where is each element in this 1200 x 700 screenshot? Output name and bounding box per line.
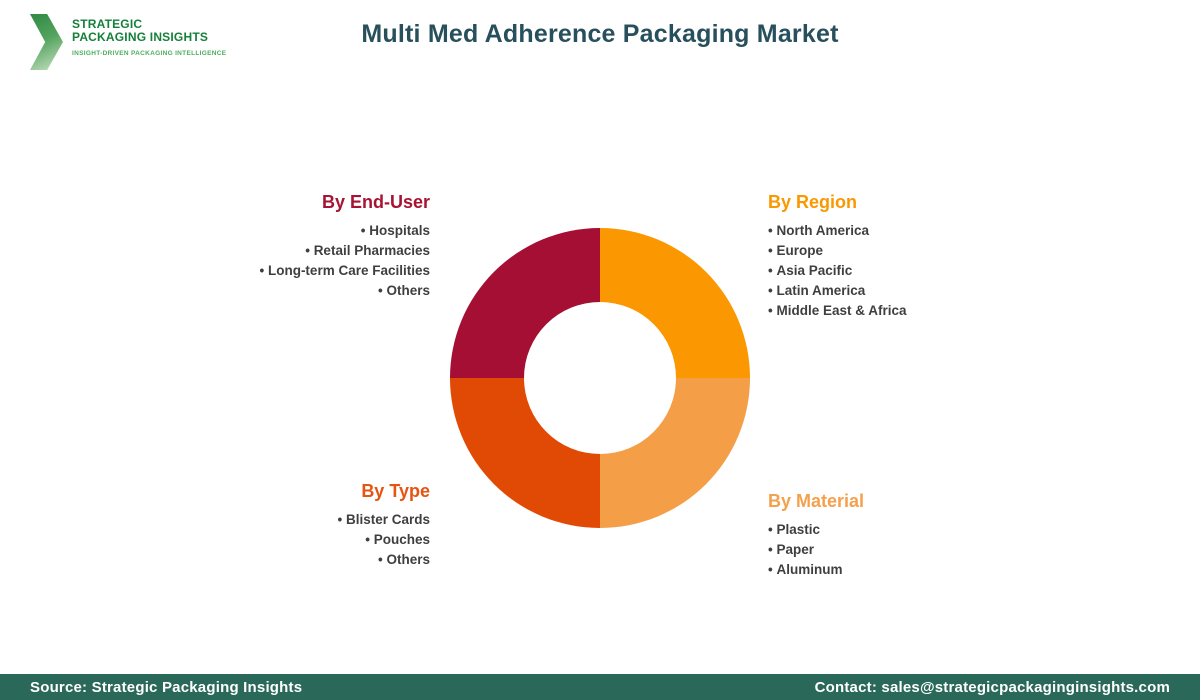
list-item: Asia Pacific [768, 261, 1068, 281]
list-item: Paper [768, 540, 1068, 560]
footer-bar: Source: Strategic Packaging Insights Con… [0, 674, 1200, 700]
segment-type-title: By Type [361, 481, 430, 501]
page-title: Multi Med Adherence Packaging Market [361, 20, 839, 48]
segment-material: By Material PlasticPaperAluminum [768, 491, 1068, 580]
list-item: Retail Pharmacies [130, 241, 430, 261]
list-item: Aluminum [768, 560, 1068, 580]
footer-contact: Contact: sales@strategicpackaginginsight… [814, 678, 1170, 696]
segment-end-user: By End-User HospitalsRetail PharmaciesLo… [130, 192, 430, 301]
segment-material-list: PlasticPaperAluminum [768, 520, 1068, 580]
donut-chart [450, 228, 750, 528]
segment-region: By Region North AmericaEuropeAsia Pacifi… [768, 192, 1068, 321]
donut-chart-hole [524, 302, 676, 454]
footer-source: Source: Strategic Packaging Insights [30, 678, 303, 696]
list-item: North America [768, 221, 1068, 241]
logo-line2: PACKAGING INSIGHTS [72, 30, 209, 44]
logo-tagline: INSIGHT-DRIVEN PACKAGING INTELLIGENCE [72, 50, 227, 57]
segment-type-list: Blister CardsPouchesOthers [130, 510, 430, 570]
list-item: Blister Cards [130, 510, 430, 530]
segment-region-title: By Region [768, 192, 858, 212]
list-item: Europe [768, 241, 1068, 261]
logo-text: STRATEGIC PACKAGING INSIGHTS INSIGHT-DRI… [72, 17, 227, 58]
list-item: Others [130, 281, 430, 301]
list-item: Hospitals [130, 221, 430, 241]
list-item: Pouches [130, 530, 430, 550]
segment-end-user-list: HospitalsRetail PharmaciesLong-term Care… [130, 221, 430, 301]
list-item: Middle East & Africa [768, 301, 1068, 321]
segment-end-user-title: By End-User [321, 192, 430, 212]
list-item: Long-term Care Facilities [130, 261, 430, 281]
list-item: Latin America [768, 281, 1068, 301]
segment-type: By Type Blister CardsPouchesOthers [130, 481, 430, 570]
segment-material-title: By Material [768, 491, 865, 511]
list-item: Plastic [768, 520, 1068, 540]
list-item: Others [130, 550, 430, 570]
logo-line1: STRATEGIC [72, 17, 143, 31]
logo: STRATEGIC PACKAGING INSIGHTS INSIGHT-DRI… [30, 10, 290, 76]
segment-region-list: North AmericaEuropeAsia PacificLatin Ame… [768, 221, 1068, 321]
